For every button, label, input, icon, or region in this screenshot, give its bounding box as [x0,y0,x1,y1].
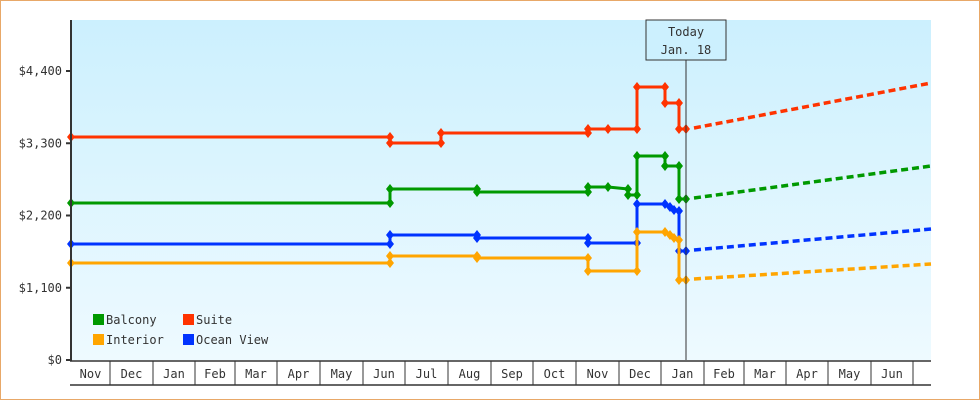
data-point[interactable] [675,194,683,204]
data-point[interactable] [675,275,683,285]
data-point[interactable] [633,82,641,92]
legend-label: Balcony [106,313,157,327]
legend-item-interior[interactable]: Interior [93,333,164,347]
y-tick-label: $1,100 [19,281,62,295]
legend-item-ocean-view[interactable]: Ocean View [183,333,269,347]
month-label: Sep [501,367,523,381]
month-label: Feb [204,367,226,381]
month-label: Jan [672,367,694,381]
month-label: May [331,367,353,381]
data-point[interactable] [437,138,445,148]
data-point[interactable] [661,82,669,92]
legend-label: Interior [106,333,164,347]
series-suite [67,81,932,148]
data-point[interactable] [675,206,683,216]
data-point[interactable] [386,251,394,261]
month-label: Apr [288,367,310,381]
data-point[interactable] [473,187,481,197]
data-point[interactable] [584,182,592,192]
legend-swatch [183,314,194,325]
data-point[interactable] [604,124,612,134]
data-point[interactable] [675,98,683,108]
data-point[interactable] [661,151,669,161]
data-point[interactable] [473,233,481,243]
data-point[interactable] [661,98,669,108]
data-point[interactable] [675,161,683,171]
legend-swatch [183,334,194,345]
plot-area [71,20,931,360]
month-label: Jun [373,367,395,381]
month-label: Jun [881,367,903,381]
data-point[interactable] [633,190,641,200]
y-tick-label: $0 [48,353,62,367]
data-point[interactable] [670,205,678,215]
data-point[interactable] [386,230,394,240]
month-label: May [839,367,861,381]
data-point[interactable] [633,266,641,276]
y-tick-label: $4,400 [19,64,62,78]
series-interior [67,227,932,285]
data-point[interactable] [624,184,632,194]
legend-item-suite[interactable]: Suite [183,313,232,327]
month-label: Feb [713,367,735,381]
data-point[interactable] [675,124,683,134]
legend-swatch [93,334,104,345]
month-label: Aug [459,367,481,381]
data-point[interactable] [437,128,445,138]
forecast-line [693,164,932,200]
today-date: Jan. 18 [661,43,712,57]
data-point[interactable] [584,238,592,248]
data-point[interactable] [633,151,641,161]
month-label: Mar [245,367,267,381]
forecast-line [693,227,932,252]
series-balcony [67,151,932,208]
data-point[interactable] [584,253,592,263]
data-point[interactable] [473,253,481,263]
month-label: Dec [629,367,651,381]
forecast-line [693,81,932,130]
data-point[interactable] [386,184,394,194]
data-point[interactable] [675,235,683,245]
month-label: Dec [121,367,143,381]
data-point[interactable] [661,161,669,171]
month-label: Oct [544,367,566,381]
legend-swatch [93,314,104,325]
legend-label: Suite [196,313,232,327]
month-label: Mar [754,367,776,381]
data-point[interactable] [386,258,394,268]
month-label: Jan [163,367,185,381]
today-box [645,19,727,61]
data-point[interactable] [604,182,612,192]
forecast-line [693,262,932,281]
data-point[interactable] [584,124,592,134]
data-point[interactable] [633,199,641,209]
month-label: Jul [416,367,438,381]
today-label: Today [668,25,704,39]
legend: Balcony Suite Interior Ocean View [93,313,269,347]
month-label: Nov [587,367,609,381]
month-label: Apr [796,367,818,381]
legend-label: Ocean View [196,333,269,347]
data-point[interactable] [584,266,592,276]
data-point[interactable] [624,190,632,200]
data-point[interactable] [386,138,394,148]
data-point[interactable] [386,239,394,249]
month-label: Nov [80,367,102,381]
data-point[interactable] [633,124,641,134]
y-tick-label: $2,200 [19,209,62,223]
data-point[interactable] [633,227,641,237]
legend-item-balcony[interactable]: Balcony [93,313,157,327]
y-tick-label: $3,300 [19,136,62,150]
today-marker: Today Jan. 18 [645,19,727,360]
data-point[interactable] [386,132,394,142]
data-point[interactable] [386,198,394,208]
